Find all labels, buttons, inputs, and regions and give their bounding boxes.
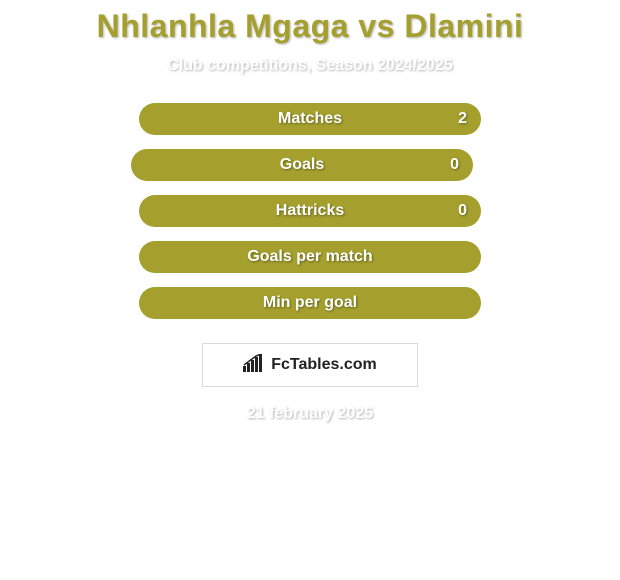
stat-bar: Hattricks 0 [139, 195, 481, 227]
stat-rows: Matches 2 Goals 0 Hattricks 0 Goals per match M… [0, 103, 620, 319]
stat-label: Hattricks [276, 202, 344, 220]
date-label: 21 february 2025 [0, 405, 620, 423]
player-right-marker [499, 153, 599, 177]
stat-value: 0 [458, 202, 467, 220]
subtitle: Club competitions, Season 2024/2025 [0, 57, 620, 75]
logo-box[interactable]: FcTables.com [202, 343, 418, 387]
stat-row: Matches 2 [0, 103, 620, 135]
stat-bar: Goals per match [139, 241, 481, 273]
player-right-marker [507, 105, 613, 133]
spacer [507, 289, 613, 317]
stat-bar: Goals 0 [131, 149, 473, 181]
spacer [7, 197, 113, 225]
player-left-marker [21, 154, 105, 176]
stat-row: Goals per match [0, 241, 620, 273]
stat-value: 2 [458, 110, 467, 128]
logo-text: FcTables.com [271, 356, 377, 374]
stat-value: 0 [450, 156, 459, 174]
page-title: Nhlanhla Mgaga vs Dlamini [0, 8, 620, 45]
stat-row: Hattricks 0 [0, 195, 620, 227]
bar-chart-icon [243, 354, 265, 377]
comparison-card: Nhlanhla Mgaga vs Dlamini Club competiti… [0, 0, 620, 580]
spacer [507, 197, 613, 225]
stat-bar: Min per goal [139, 287, 481, 319]
spacer [507, 243, 613, 271]
stat-row: Min per goal [0, 287, 620, 319]
stat-label: Min per goal [263, 294, 357, 312]
spacer [7, 289, 113, 317]
stat-label: Goals per match [247, 248, 372, 266]
stat-label: Goals [280, 156, 324, 174]
spacer [7, 243, 113, 271]
stat-bar: Matches 2 [139, 103, 481, 135]
player-left-marker [7, 105, 113, 133]
stat-row: Goals 0 [0, 149, 620, 181]
stat-label: Matches [278, 110, 342, 128]
